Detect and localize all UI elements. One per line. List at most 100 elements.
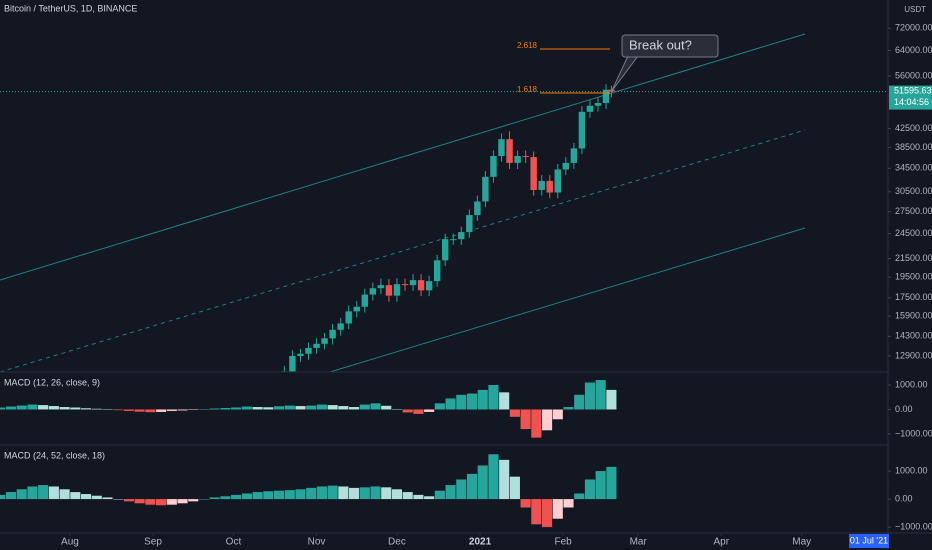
fib-label: 1.618 bbox=[517, 85, 538, 94]
x-tick-label: Dec bbox=[388, 537, 406, 548]
histogram-bar bbox=[113, 499, 124, 500]
y-tick-label: 56000.00 bbox=[895, 70, 932, 80]
histogram-bar bbox=[434, 490, 445, 500]
histogram-bar bbox=[531, 499, 542, 525]
histogram-bar bbox=[595, 380, 606, 410]
histogram-bar bbox=[552, 499, 563, 519]
candle-body bbox=[417, 280, 425, 291]
histogram-bar bbox=[209, 497, 220, 500]
macd-legend[interactable]: MACD (12, 26, close, 9) bbox=[4, 377, 100, 387]
candle-body bbox=[498, 139, 505, 157]
fib-label: 2.618 bbox=[517, 41, 538, 50]
histogram-bar bbox=[70, 407, 81, 410]
x-tick-label: Oct bbox=[226, 537, 242, 548]
histogram-bar bbox=[338, 406, 349, 410]
candle-body bbox=[353, 306, 360, 312]
x-tick-label: Sep bbox=[144, 537, 162, 548]
histogram-bar bbox=[102, 408, 113, 410]
histogram-bar bbox=[520, 499, 531, 508]
histogram-bar bbox=[16, 489, 27, 500]
y-tick-label: 1000.00 bbox=[895, 465, 928, 475]
histogram-bar bbox=[231, 494, 242, 500]
histogram-bar bbox=[252, 407, 263, 410]
histogram-bar bbox=[402, 492, 413, 500]
histogram-bar bbox=[499, 392, 510, 410]
candle-body bbox=[554, 169, 561, 193]
currency: USDT bbox=[904, 5, 926, 14]
histogram-bar bbox=[488, 454, 499, 500]
candle-body bbox=[337, 323, 344, 330]
histogram-bar bbox=[145, 499, 156, 505]
date-label: 01 Jul '21 bbox=[850, 535, 888, 545]
histogram-bar bbox=[59, 489, 70, 500]
candle-body bbox=[538, 180, 545, 190]
last-price-label: 51595.63 bbox=[894, 85, 932, 95]
histogram-bar bbox=[91, 408, 102, 410]
histogram-bar bbox=[156, 499, 167, 506]
histogram-bar bbox=[359, 487, 370, 500]
symbol-legend[interactable]: Bitcoin / TetherUS, 1D, BINANCE bbox=[4, 3, 137, 13]
histogram-bar bbox=[499, 459, 510, 500]
histogram-bar bbox=[424, 496, 435, 500]
histogram-bar bbox=[48, 486, 59, 500]
histogram-bar bbox=[156, 409, 167, 412]
candle-body bbox=[490, 156, 497, 177]
histogram-bar bbox=[134, 409, 145, 412]
histogram-bar bbox=[177, 499, 188, 504]
y-tick-label: 19500.00 bbox=[895, 272, 932, 282]
candle-body bbox=[514, 156, 521, 163]
histogram-bar bbox=[91, 495, 102, 500]
histogram-bar bbox=[241, 406, 252, 410]
histogram-bar bbox=[338, 486, 349, 500]
histogram-bar bbox=[5, 406, 17, 410]
histogram-bar bbox=[306, 405, 317, 410]
histogram-bar bbox=[563, 499, 574, 508]
histogram-bar bbox=[198, 499, 210, 500]
histogram-bar bbox=[134, 499, 145, 504]
histogram-bar bbox=[520, 409, 531, 430]
histogram-bar bbox=[295, 489, 306, 500]
candle-body bbox=[530, 157, 537, 190]
candle-body bbox=[522, 156, 529, 158]
histogram-bar bbox=[123, 409, 134, 411]
histogram-bar bbox=[413, 409, 424, 414]
candle-body bbox=[297, 353, 304, 356]
histogram-bar bbox=[48, 406, 59, 410]
histogram-bar bbox=[391, 408, 403, 410]
candle-body bbox=[506, 139, 513, 163]
y-tick-label: 1000.00 bbox=[895, 379, 928, 389]
macd-legend[interactable]: MACD (24, 52, close, 18) bbox=[4, 450, 105, 460]
histogram-bar bbox=[316, 404, 327, 410]
candle-body bbox=[425, 281, 433, 291]
candle-body bbox=[305, 348, 312, 354]
histogram-bar bbox=[509, 409, 520, 417]
histogram-bar bbox=[220, 496, 231, 500]
candle-body bbox=[466, 215, 473, 233]
candle-body bbox=[377, 285, 385, 289]
candle-body bbox=[361, 294, 369, 307]
histogram-bar bbox=[306, 487, 317, 500]
y-tick-label: 72000.00 bbox=[895, 22, 932, 32]
histogram-bar bbox=[445, 398, 456, 410]
y-tick-label: 0.00 bbox=[895, 404, 913, 414]
histogram-bar bbox=[123, 499, 134, 502]
histogram-bar bbox=[284, 490, 295, 500]
y-tick-label: 21500.00 bbox=[895, 253, 932, 263]
histogram-bar bbox=[0, 407, 6, 410]
histogram-bar bbox=[456, 394, 467, 410]
y-tick-label: −1000.00 bbox=[895, 428, 932, 438]
histogram-bar bbox=[231, 407, 242, 410]
countdown: 14:04:56 bbox=[894, 97, 929, 107]
histogram-bar bbox=[477, 389, 488, 410]
channel-lower bbox=[329, 227, 806, 372]
candle-body bbox=[578, 111, 586, 149]
histogram-bar bbox=[584, 479, 596, 500]
callout-text: Break out? bbox=[629, 37, 692, 52]
histogram-bar bbox=[370, 403, 381, 410]
histogram-bar bbox=[541, 499, 553, 528]
histogram-bar bbox=[541, 409, 553, 431]
candle-body bbox=[289, 355, 296, 372]
candle-body bbox=[474, 201, 481, 216]
candle-body bbox=[450, 239, 457, 241]
